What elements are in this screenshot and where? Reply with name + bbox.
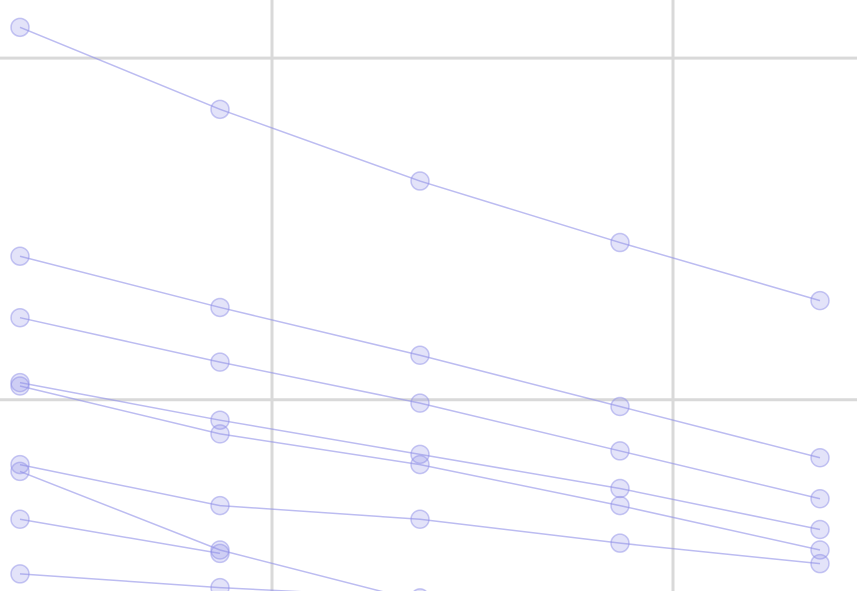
- point: [210, 577, 230, 591]
- point: [410, 171, 430, 191]
- point: [10, 461, 30, 482]
- series-line: [19, 381, 821, 531]
- point: [610, 533, 630, 553]
- series-line: [19, 385, 821, 551]
- point: [810, 489, 830, 509]
- point: [410, 393, 430, 413]
- point: [210, 424, 230, 444]
- point: [810, 553, 830, 574]
- point: [10, 376, 30, 396]
- series-line: [19, 255, 821, 459]
- point: [210, 352, 230, 372]
- point: [410, 444, 430, 465]
- point: [610, 232, 630, 253]
- point: [10, 564, 30, 584]
- point: [10, 509, 30, 530]
- series-line: [19, 463, 821, 565]
- point: [410, 454, 430, 475]
- point: [610, 495, 630, 516]
- point: [610, 396, 630, 417]
- point: [810, 519, 830, 540]
- point: [210, 495, 230, 516]
- point: [210, 99, 230, 120]
- series-line: [19, 518, 221, 555]
- point: [210, 543, 230, 564]
- point: [610, 478, 630, 499]
- point: [10, 246, 30, 266]
- series-line: [19, 470, 384, 591]
- series-line: [19, 26, 821, 302]
- point: [810, 540, 830, 560]
- point: [210, 410, 230, 430]
- point: [10, 17, 30, 38]
- series-line: [19, 573, 302, 591]
- point: [10, 454, 30, 475]
- point: [410, 345, 430, 366]
- point: [410, 509, 430, 530]
- point: [413, 588, 427, 591]
- point: [10, 307, 30, 328]
- point: [810, 290, 830, 311]
- series-line: [19, 316, 821, 500]
- point: [810, 448, 830, 468]
- point: [610, 441, 630, 461]
- point: [210, 297, 230, 318]
